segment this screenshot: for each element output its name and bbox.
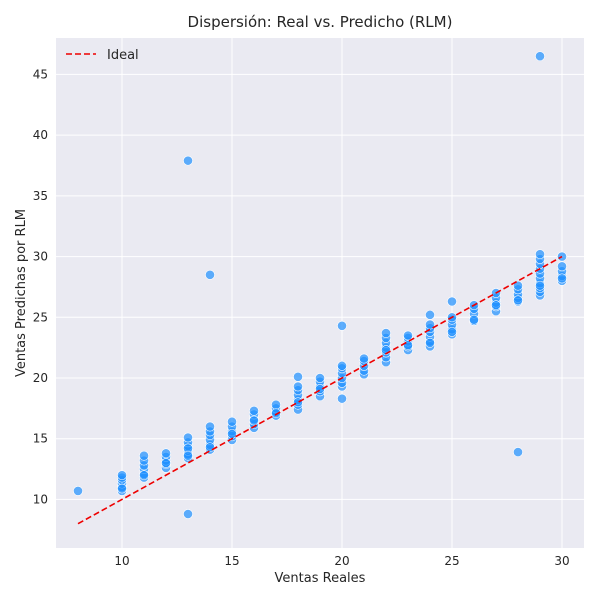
data-point: [425, 309, 435, 320]
y-tick-label: 10: [33, 492, 48, 506]
data-point: [557, 261, 567, 272]
data-point: [117, 470, 127, 481]
data-point: [227, 428, 237, 439]
y-tick-label: 15: [33, 432, 48, 446]
y-tick-labels: 10 15 20 25 30 35 40 45: [33, 67, 48, 506]
x-tick-label: 25: [444, 554, 459, 568]
data-point: [183, 450, 193, 461]
x-axis-label: Ventas Reales: [275, 571, 366, 586]
data-point: [513, 280, 523, 291]
x-tick-label: 15: [224, 554, 239, 568]
data-point: [293, 397, 303, 408]
data-point: [491, 300, 501, 311]
data-points: [73, 51, 567, 519]
data-point: [117, 483, 127, 494]
data-point: [403, 330, 413, 341]
data-point: [535, 280, 545, 291]
data-point: [139, 450, 149, 461]
data-point: [183, 509, 193, 519]
data-point: [557, 251, 567, 262]
y-tick-label: 45: [33, 67, 48, 81]
data-point: [183, 155, 193, 166]
plot-area: [56, 38, 584, 548]
legend-ideal-label: Ideal: [107, 48, 139, 63]
data-point: [249, 405, 259, 416]
data-point: [227, 416, 237, 427]
data-point: [513, 295, 523, 306]
data-point: [161, 448, 171, 459]
data-point: [139, 470, 149, 481]
data-point: [513, 447, 523, 457]
y-tick-label: 35: [33, 189, 48, 203]
y-tick-label: 40: [33, 128, 48, 142]
data-point: [205, 421, 215, 432]
x-tick-label: 10: [114, 554, 129, 568]
data-point: [249, 415, 259, 426]
data-point: [535, 249, 545, 260]
data-point: [73, 486, 83, 496]
data-point: [403, 340, 413, 351]
y-tick-label: 30: [33, 250, 48, 264]
data-point: [205, 442, 215, 453]
data-point: [447, 296, 457, 307]
data-point: [293, 381, 303, 392]
data-point: [271, 399, 281, 410]
chart-title: Dispersión: Real vs. Predicho (RLM): [188, 13, 453, 31]
data-point: [183, 432, 193, 443]
data-point: [425, 337, 435, 348]
data-point: [337, 360, 347, 371]
x-tick-label: 30: [554, 554, 569, 568]
data-point: [315, 373, 325, 383]
data-point: [535, 51, 545, 62]
data-point: [469, 314, 479, 325]
data-point: [271, 408, 281, 419]
data-point: [557, 273, 567, 284]
ideal-line: [77, 255, 563, 525]
legend: Ideal: [66, 48, 139, 63]
y-axis-label: Ventas Predichas por RLM: [14, 209, 29, 377]
data-point: [381, 328, 391, 338]
data-point: [161, 458, 171, 468]
x-tick-labels: 10 15 20 25 30: [114, 554, 569, 568]
y-tick-label: 25: [33, 310, 48, 324]
data-point: [337, 320, 347, 331]
grid-lines: [56, 38, 584, 548]
x-tick-label: 20: [334, 554, 349, 568]
data-point: [337, 393, 347, 404]
data-point: [359, 353, 369, 364]
data-point: [205, 269, 215, 280]
data-point: [447, 326, 457, 337]
y-tick-label: 20: [33, 371, 48, 385]
data-point: [293, 371, 303, 382]
data-point: [425, 319, 435, 330]
